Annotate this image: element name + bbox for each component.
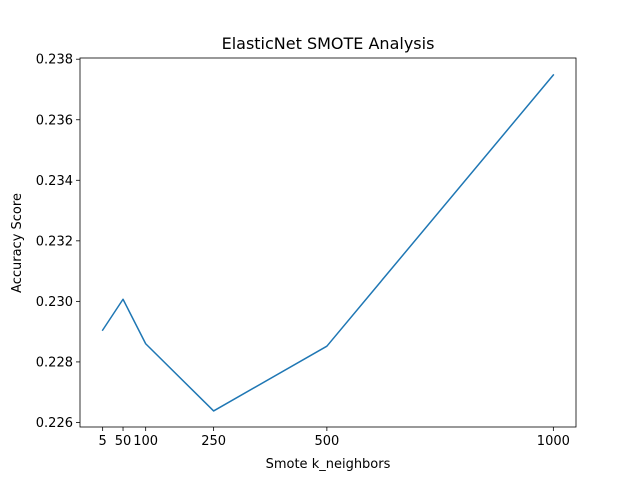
y-tick-label: 0.236 xyxy=(36,113,73,128)
y-tick-label: 0.230 xyxy=(36,295,73,310)
y-axis-title: Accuracy Score xyxy=(10,193,25,293)
y-tick-label: 0.234 xyxy=(36,174,73,189)
chart-title: ElasticNet SMOTE Analysis xyxy=(222,34,435,53)
x-tick-label: 250 xyxy=(201,434,226,449)
x-tick-label: 500 xyxy=(314,434,339,449)
x-axis-title: Smote k_neighbors xyxy=(266,457,391,472)
x-tick-label: 100 xyxy=(133,434,158,449)
y-tick-label: 0.226 xyxy=(36,416,73,431)
x-tick-label: 1000 xyxy=(537,434,570,449)
x-tick-label: 50 xyxy=(115,434,132,449)
series-line-0 xyxy=(101,73,555,412)
axes-frame xyxy=(79,57,577,428)
y-tick-label: 0.232 xyxy=(36,234,73,249)
y-tick-label: 0.228 xyxy=(36,355,73,370)
y-tick-label: 0.238 xyxy=(36,53,73,68)
plot-area: 5 50 100 250 500 1000 0.226 0.228 0.230 0.232 0.23… xyxy=(36,53,577,449)
x-tick-label: 5 xyxy=(99,434,107,449)
